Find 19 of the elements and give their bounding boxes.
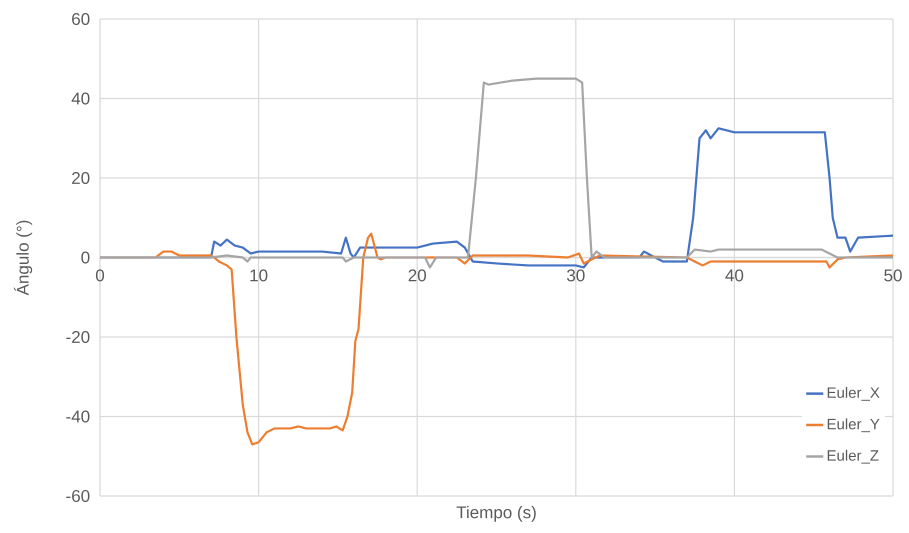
x-tick-label: 50 [884, 269, 902, 282]
y-tick-label: 20 [72, 172, 90, 184]
y-tick-label: -60 [66, 490, 90, 502]
x-tick-label: 0 [96, 269, 104, 282]
x-tick-label: 20 [408, 269, 426, 282]
y-tick-label: -20 [66, 330, 90, 344]
y-tick-label: 40 [72, 92, 90, 105]
line-series [98, 78, 894, 269]
legend-label: Euler_Y [828, 418, 880, 432]
y-axis-title: Ángulo (°) [14, 220, 32, 296]
y-tick-label: 0 [81, 251, 90, 264]
y-tick-label: 60 [72, 12, 90, 26]
x-tick-label: 40 [725, 269, 744, 282]
legend-label: Euler_X [828, 386, 880, 401]
legend-label: Euler_Z [828, 450, 879, 464]
y-tick-label: -40 [66, 410, 90, 423]
x-tick-label: 30 [566, 269, 585, 282]
x-axis-title: Tiempo (s) [456, 506, 536, 522]
x-tick-label: 10 [250, 269, 268, 282]
